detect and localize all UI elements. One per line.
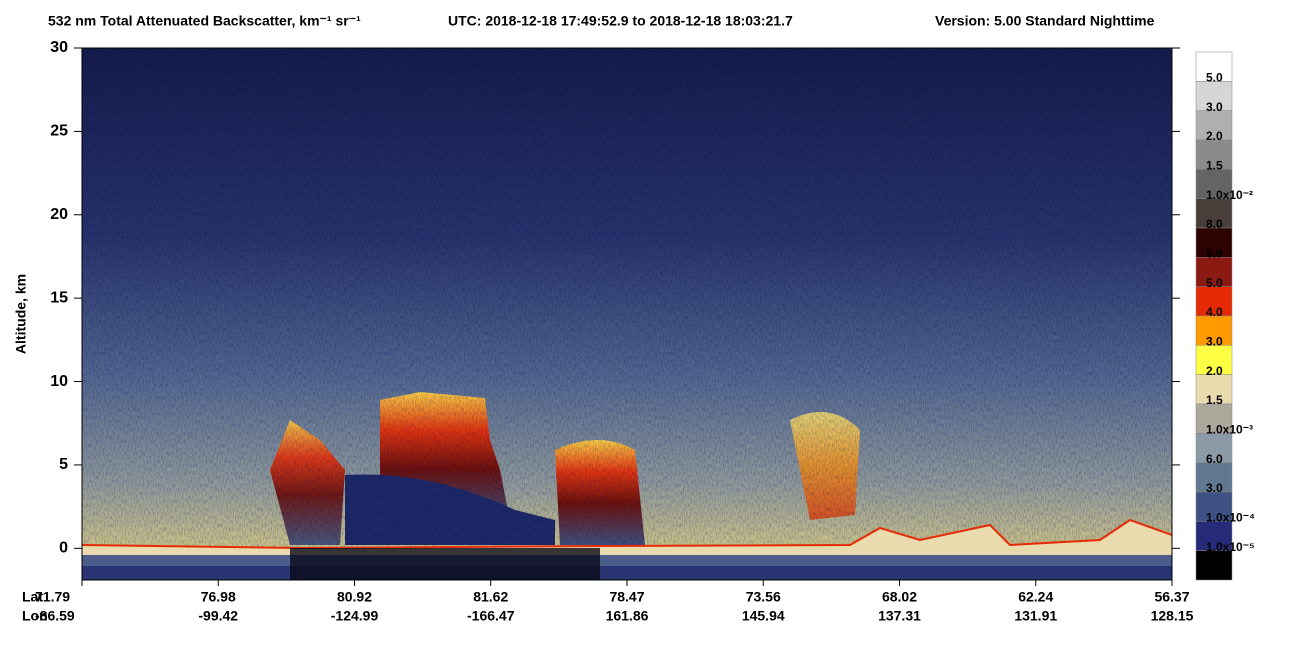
colorbar-label: 6.0	[1206, 247, 1223, 261]
colorbar-label: 3.0	[1206, 335, 1223, 349]
lon-label: -124.99	[331, 608, 379, 624]
colorbar-swatch	[1195, 491, 1233, 522]
subsurface	[290, 548, 600, 580]
y-tick-label: 0	[59, 540, 68, 557]
lon-label: 128.15	[1151, 608, 1194, 624]
colorbar-swatch	[1195, 550, 1233, 581]
lat-label: 71.79	[35, 589, 70, 605]
colorbar-label: 2.0	[1206, 364, 1223, 378]
y-tick-label: 25	[50, 123, 68, 140]
colorbar-swatch	[1195, 227, 1233, 258]
colorbar-swatch	[1195, 81, 1233, 111]
colorbar-swatch	[1195, 521, 1233, 551]
colorbar-swatch	[1195, 169, 1233, 199]
lon-label: -166.47	[467, 608, 515, 624]
lat-label: 80.92	[337, 589, 372, 605]
lat-label: 62.24	[1018, 589, 1053, 605]
colorbar-label: 1.0x10⁻⁴	[1206, 511, 1255, 525]
noise	[82, 48, 1172, 580]
lon-label: 131.91	[1014, 608, 1057, 624]
colorbar-label: 1.5	[1206, 159, 1223, 173]
colorbar-label: 1.5	[1206, 393, 1223, 407]
colorbar-swatch	[1195, 433, 1233, 463]
y-tick-label: 30	[50, 39, 68, 56]
lat-label: 68.02	[882, 589, 917, 605]
colorbar-swatch	[1195, 51, 1233, 82]
colorbar-label: 3.0	[1206, 100, 1223, 114]
colorbar-swatch	[1195, 462, 1233, 493]
colorbar-label: 1.0x10⁻³	[1206, 423, 1253, 437]
x-row-label: Lon	[22, 608, 48, 624]
lon-label: -86.59	[35, 608, 75, 624]
colorbar-label: 2.0	[1206, 129, 1223, 143]
lat-label: 56.37	[1154, 589, 1189, 605]
subsurface	[82, 566, 1172, 580]
lat-label: 81.62	[473, 589, 508, 605]
y-tick-label: 5	[59, 456, 68, 473]
lon-label: -99.42	[198, 608, 238, 624]
lat-label: 73.56	[746, 589, 781, 605]
colorbar-swatch	[1195, 198, 1233, 229]
lon-label: 137.31	[878, 608, 921, 624]
colorbar-swatch	[1195, 315, 1233, 346]
colorbar-label: 5.0	[1206, 276, 1223, 290]
y-tick-label: 10	[50, 373, 68, 390]
lon-label: 161.86	[606, 608, 649, 624]
y-tick-label: 15	[50, 289, 68, 306]
lon-label: 145.94	[742, 608, 785, 624]
colorbar-swatch	[1195, 110, 1233, 141]
colorbar-swatch	[1195, 403, 1233, 434]
colorbar-label: 5.0	[1206, 71, 1223, 85]
y-axis-label: Altitude, km	[13, 274, 29, 354]
colorbar-label: 4.0	[1206, 305, 1223, 319]
y-tick-label: 20	[50, 206, 68, 223]
lat-label: 76.98	[201, 589, 236, 605]
colorbar-swatch	[1195, 286, 1233, 317]
colorbar-swatch	[1195, 345, 1233, 375]
chart-title: 532 nm Total Attenuated Backscatter, km⁻…	[48, 13, 361, 29]
surface-line	[82, 518, 1172, 550]
backscatter-image	[82, 48, 1172, 580]
colorbar-label: 1.0x10⁻²	[1206, 188, 1253, 202]
colorbar-label: 1.0x10⁻⁵	[1206, 540, 1255, 554]
colorbar-label: 6.0	[1206, 452, 1223, 466]
colorbar-label: 3.0	[1206, 481, 1223, 495]
colorbar-label: 8.0	[1206, 217, 1223, 231]
lat-label: 78.47	[609, 589, 644, 605]
colorbar-swatch	[1195, 257, 1233, 287]
time-range: UTC: 2018-12-18 17:49:52.9 to 2018-12-18…	[448, 13, 793, 29]
x-row-label: Lat	[22, 589, 43, 605]
surface	[82, 520, 1172, 555]
version: Version: 5.00 Standard Nighttime	[935, 13, 1155, 29]
